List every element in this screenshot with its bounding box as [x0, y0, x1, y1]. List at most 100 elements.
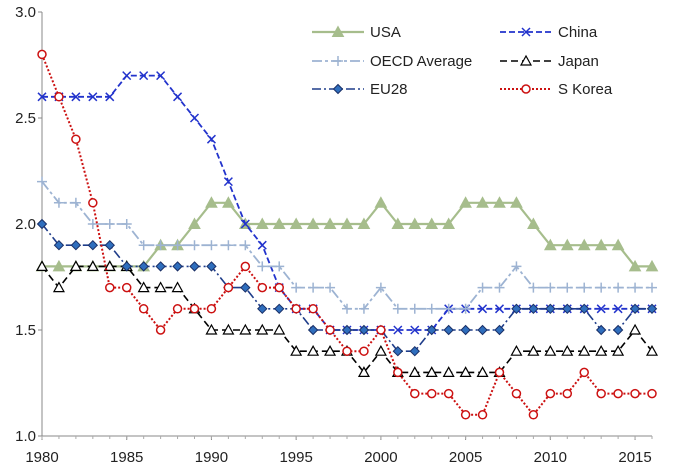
legend-item-china: China — [500, 24, 598, 41]
point-china — [478, 304, 488, 314]
point-japan — [442, 366, 455, 377]
point-eu28 — [562, 303, 573, 315]
point-s-korea — [342, 346, 352, 356]
point-oecd-average — [155, 240, 166, 251]
point-oecd-average — [528, 282, 539, 293]
point-oecd-average — [358, 303, 369, 314]
point-usa — [222, 196, 235, 208]
point-usa — [476, 196, 489, 208]
point-oecd-average — [104, 219, 115, 229]
point-eu28 — [155, 261, 166, 272]
point-s-korea — [240, 261, 251, 272]
series-line-china — [42, 74, 652, 331]
point-eu28 — [341, 324, 353, 336]
legend-item-usa: USA — [312, 24, 401, 41]
point-s-korea — [206, 304, 217, 314]
point-eu28 — [70, 239, 82, 251]
x-tick-label: 1990 — [195, 449, 228, 466]
y-tick-label: 1.0 — [15, 428, 36, 445]
point-oecd-average — [37, 176, 47, 187]
series-japan — [35, 260, 659, 377]
point-oecd-average — [375, 282, 386, 293]
point-s-korea — [155, 325, 166, 335]
point-usa — [594, 238, 608, 251]
point-s-korea — [138, 304, 149, 314]
point-usa — [628, 259, 642, 272]
point-eu28 — [206, 261, 217, 272]
legend-label-eu28: EU28 — [370, 81, 408, 98]
point-usa — [611, 238, 625, 251]
legend-marker-eu28 — [332, 83, 344, 95]
point-eu28 — [579, 303, 590, 315]
point-oecd-average — [579, 282, 590, 293]
point-eu28 — [87, 239, 99, 251]
x-tick-label: 1980 — [25, 449, 58, 466]
point-oecd-average — [443, 303, 454, 314]
point-usa — [408, 217, 422, 229]
point-s-korea — [37, 49, 47, 60]
point-s-korea — [172, 304, 183, 314]
point-s-korea — [274, 282, 284, 293]
point-oecd-average — [291, 282, 302, 293]
point-eu28 — [595, 324, 607, 336]
point-s-korea — [647, 388, 657, 399]
legend-label-china: China — [558, 24, 598, 41]
legend: USA China OECD Average Japan EU28 S Korea — [312, 24, 613, 98]
series-s-korea — [37, 49, 657, 420]
point-oecd-average — [392, 303, 403, 314]
point-eu28 — [629, 303, 641, 315]
point-china — [596, 304, 606, 314]
y-tick-label: 3.0 — [15, 4, 36, 21]
y-tick-label: 2.0 — [15, 216, 36, 233]
point-japan — [408, 366, 421, 377]
point-japan — [171, 281, 184, 293]
legend-label-japan: Japan — [558, 53, 599, 70]
point-usa — [374, 196, 388, 208]
point-oecd-average — [138, 240, 149, 251]
point-usa — [425, 217, 439, 229]
point-china — [37, 92, 47, 102]
point-japan — [222, 323, 235, 335]
point-s-korea — [54, 92, 64, 102]
point-s-korea — [325, 325, 335, 335]
point-s-korea — [410, 388, 420, 399]
x-tick-label: 1995 — [279, 449, 312, 466]
point-s-korea — [579, 367, 589, 378]
point-oecd-average — [630, 282, 641, 293]
series-usa — [35, 196, 659, 272]
point-oecd-average — [613, 282, 624, 293]
point-usa — [306, 217, 320, 229]
point-japan — [374, 344, 387, 356]
tick-labels: 1.0 1.5 2.0 2.5 3.0 1980 1985 1990 1995 2000 2005 2… — [15, 4, 653, 466]
point-japan — [629, 323, 642, 335]
point-oecd-average — [494, 282, 505, 293]
point-eu28 — [138, 261, 149, 272]
point-usa — [272, 217, 286, 229]
x-tick-label: 1985 — [110, 449, 143, 466]
point-oecd-average — [477, 282, 488, 293]
point-japan — [69, 260, 82, 271]
point-eu28 — [646, 303, 658, 315]
point-oecd-average — [70, 197, 81, 208]
point-japan — [35, 260, 49, 271]
series-line-usa — [42, 201, 652, 268]
point-japan — [595, 344, 608, 356]
point-china — [240, 219, 250, 229]
point-s-korea — [257, 282, 268, 293]
point-japan — [578, 344, 591, 356]
point-s-korea — [613, 388, 623, 399]
point-japan — [103, 260, 116, 271]
point-oecd-average — [426, 303, 437, 314]
point-usa — [577, 238, 591, 251]
point-oecd-average — [460, 303, 471, 314]
point-oecd-average — [308, 282, 319, 293]
x-tick-label: 2000 — [364, 449, 397, 466]
point-oecd-average — [206, 240, 217, 251]
point-eu28 — [443, 324, 454, 336]
legend-marker-usa — [331, 25, 345, 37]
legend-item-oecd-average: OECD Average — [312, 53, 472, 70]
point-usa — [340, 217, 354, 229]
point-japan — [544, 344, 557, 356]
point-china — [122, 71, 132, 81]
